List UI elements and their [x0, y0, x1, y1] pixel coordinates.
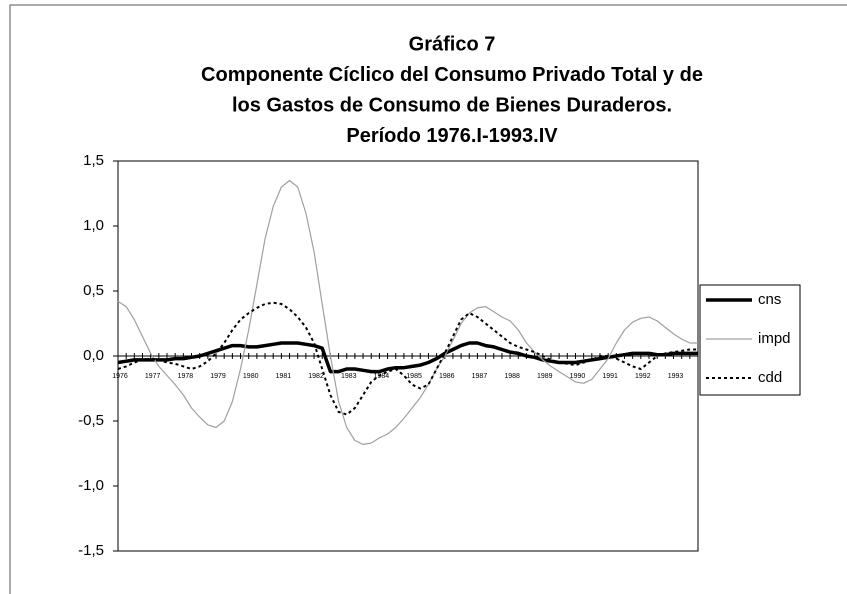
- x-tick-label: 1990: [570, 373, 586, 380]
- legend-box: [699, 284, 801, 396]
- y-tick-label: -0,5: [78, 412, 104, 429]
- x-tick-label: 1984: [374, 373, 390, 380]
- y-tick-label: 0,0: [83, 347, 104, 364]
- y-tick-label: 1,5: [83, 152, 104, 169]
- x-tick-label: 1988: [504, 373, 520, 380]
- chart-title: Período 1976.I-1993.IV: [346, 125, 558, 147]
- x-tick-label: 1993: [668, 373, 684, 380]
- x-tick-label: 1976: [112, 373, 128, 380]
- chart-title: los Gastos de Consumo de Bienes Duradero…: [232, 94, 672, 116]
- x-tick-label: 1981: [276, 373, 292, 380]
- series-line: [117, 341, 698, 374]
- x-tick-label: 1989: [537, 373, 553, 380]
- y-tick-label: 1,0: [83, 217, 104, 234]
- legend-label: impd: [758, 330, 791, 347]
- x-tick-label: 1991: [602, 373, 618, 380]
- legend-label: cdd: [758, 369, 782, 386]
- series-line: [117, 301, 698, 416]
- chart-title: Componente Cíclico del Consumo Privado T…: [201, 64, 703, 86]
- x-tick-label: 1986: [439, 373, 455, 380]
- x-tick-label: 1978: [178, 373, 194, 380]
- chart-title: Gráfico 7: [409, 33, 496, 55]
- series-line: [117, 179, 698, 445]
- x-tick-label: 1980: [243, 373, 259, 380]
- x-tick-label: 1982: [308, 373, 324, 380]
- y-tick-label: -1,5: [78, 542, 104, 559]
- x-tick-label: 1979: [210, 373, 226, 380]
- page-frame: [9, 4, 847, 594]
- x-tick-label: 1985: [406, 373, 422, 380]
- x-tick-label: 1987: [472, 373, 488, 380]
- legend-label: cns: [758, 291, 781, 308]
- x-tick-label: 1983: [341, 373, 357, 380]
- y-tick-label: -1,0: [78, 477, 104, 494]
- x-tick-label: 1977: [145, 373, 161, 380]
- x-tick-label: 1992: [635, 373, 651, 380]
- y-tick-label: 0,5: [83, 282, 104, 299]
